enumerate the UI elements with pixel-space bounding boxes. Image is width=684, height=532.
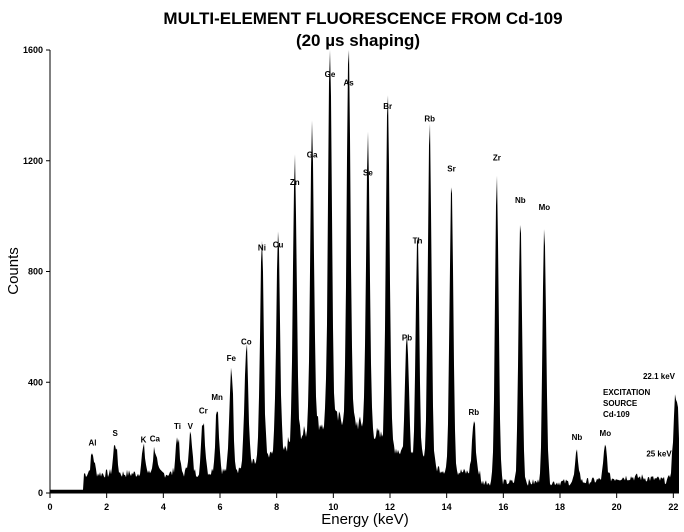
y-tick-label: 400 [28,377,43,387]
peak-label: Mo [539,203,551,212]
x-tick-label: 22 [668,502,678,512]
chart-subtitle: (20 µs shaping) [296,31,420,50]
x-tick-label: 4 [161,502,166,512]
y-tick-label: 1600 [23,45,43,55]
excitation-note: EXCITATION SOURCE Cd-109 [603,388,650,419]
chart-title: MULTI-ELEMENT FLUORESCENCE FROM Cd-109 [163,9,562,28]
peak-label: Mn [211,393,223,402]
peak-label: 22.1 keV [643,372,676,381]
peak-label: Co [241,337,252,346]
peak-label: Ga [307,151,318,160]
peak-label: Ge [325,70,336,79]
peak-label: Cu [273,241,284,250]
x-tick-label: 16 [498,502,508,512]
y-axis-ticks: 0 400 800 1200 1600 [23,45,50,498]
peak-label: Zn [290,178,300,187]
peak-label: Ca [150,434,161,443]
x-tick-label: 14 [442,502,452,512]
peak-label: Mo [600,429,612,438]
note-line-3: Cd-109 [603,410,630,419]
y-tick-label: 800 [28,267,43,277]
x-tick-label: 10 [328,502,338,512]
peak-label: Zr [493,153,501,162]
peak-label: Rb [424,115,435,124]
peak-label: Se [363,169,373,178]
y-axis-label: Counts [5,247,22,295]
note-line-2: SOURCE [603,399,638,408]
x-tick-label: 18 [555,502,565,512]
x-tick-label: 8 [274,502,279,512]
peak-label: Pb [402,333,412,342]
x-tick-label: 0 [47,502,52,512]
peak-label: Th [413,236,423,245]
peak-label: Nb [572,433,583,442]
y-tick-label: 0 [38,488,43,498]
y-tick-label: 1200 [23,156,43,166]
peak-label: Sr [447,164,455,173]
peak-label: Cr [199,407,208,416]
peak-label: K [141,436,147,445]
peak-label: V [188,422,194,431]
x-tick-label: 2 [104,502,109,512]
peak-label: 25 keV [646,450,672,459]
x-tick-label: 12 [385,502,395,512]
peak-label: Fe [227,354,237,363]
peak-label: Rb [469,408,480,417]
x-axis-ticks: 0 2 4 6 8 10 12 14 16 18 20 22 [47,493,678,512]
peak-label: S [112,429,118,438]
x-tick-label: 20 [612,502,622,512]
peak-label: As [344,79,355,88]
peak-label: Nb [515,196,526,205]
peak-label: Ni [258,243,266,252]
spectrum-fill [50,50,679,493]
x-axis-label: Energy (keV) [321,511,409,528]
plot-area: 0 400 800 1200 1600 0 2 4 6 8 10 12 14 16 18 20 22 Al S K… [23,45,679,512]
x-tick-label: 6 [217,502,222,512]
peak-label: Br [383,102,392,111]
note-line-1: EXCITATION [603,388,650,397]
peak-label: Al [89,438,97,447]
peak-label: Ti [174,422,181,431]
